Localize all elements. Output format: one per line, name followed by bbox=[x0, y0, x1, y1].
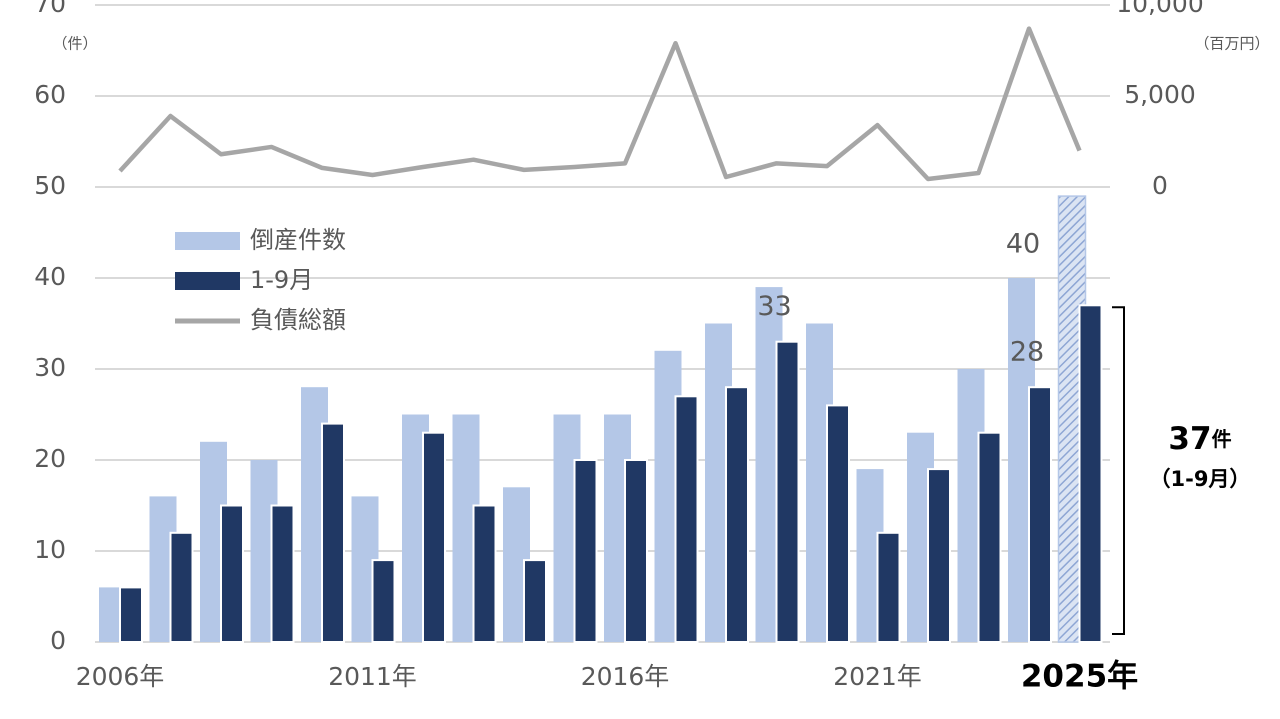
annotation-number: 37 bbox=[1168, 421, 1211, 457]
y-tick-label: 60 bbox=[34, 80, 66, 109]
data-label: 28 bbox=[1010, 337, 1044, 368]
line bbox=[118, 26, 1082, 182]
annotation-note: （1-9月） bbox=[1150, 467, 1251, 491]
y-tick-label: 30 bbox=[34, 353, 66, 382]
bar bbox=[927, 468, 951, 643]
x-tick-label: 2025年 bbox=[1021, 659, 1138, 695]
bar bbox=[119, 586, 143, 644]
y2-tick-label: 5,000 bbox=[1124, 80, 1196, 109]
bar bbox=[169, 531, 194, 643]
y2-unit: （百万円） bbox=[1194, 35, 1269, 53]
x-tick-label: 2021年 bbox=[833, 662, 922, 691]
bar bbox=[220, 504, 244, 643]
bar bbox=[371, 559, 396, 643]
legend-label: 1-9月 bbox=[250, 266, 313, 294]
y-tick-label: 10 bbox=[34, 535, 66, 564]
x-tick-label: 2011年 bbox=[328, 662, 417, 691]
bar bbox=[1078, 304, 1103, 643]
legend-label: 負債総額 bbox=[250, 306, 346, 334]
bar bbox=[725, 386, 749, 644]
y-unit: （件） bbox=[52, 35, 97, 53]
y-tick-label: 50 bbox=[34, 171, 66, 200]
data-label: 40 bbox=[1006, 229, 1040, 260]
x-tick-label: 2006年 bbox=[76, 662, 165, 691]
y-tick-label: 70 bbox=[34, 0, 66, 18]
bar bbox=[422, 431, 446, 644]
annotation-value: 37件 bbox=[1168, 421, 1231, 457]
bar bbox=[775, 340, 800, 643]
y-tick-label: 20 bbox=[34, 444, 66, 473]
annotation-unit: 件 bbox=[1212, 427, 1232, 451]
legend-swatch bbox=[175, 272, 240, 290]
bar bbox=[1028, 386, 1052, 644]
bracket bbox=[1112, 306, 1125, 635]
bar bbox=[876, 531, 901, 643]
bar bbox=[270, 504, 295, 643]
y-tick-label: 40 bbox=[34, 262, 66, 291]
bar bbox=[826, 404, 850, 643]
legend-label: 倒産件数 bbox=[250, 226, 346, 254]
x-tick-label: 2016年 bbox=[581, 662, 670, 691]
bar bbox=[674, 395, 699, 643]
data-label: 33 bbox=[757, 291, 791, 322]
y2-tick-label: 0 bbox=[1152, 171, 1168, 200]
y2-tick-label: 10,000 bbox=[1116, 0, 1203, 18]
bar bbox=[977, 431, 1002, 644]
bar bbox=[624, 459, 648, 643]
bar bbox=[523, 559, 547, 643]
bar bbox=[472, 504, 497, 643]
bar bbox=[321, 422, 345, 643]
bar bbox=[573, 459, 598, 643]
y-tick-label: 0 bbox=[50, 626, 66, 655]
legend-swatch bbox=[175, 232, 240, 250]
